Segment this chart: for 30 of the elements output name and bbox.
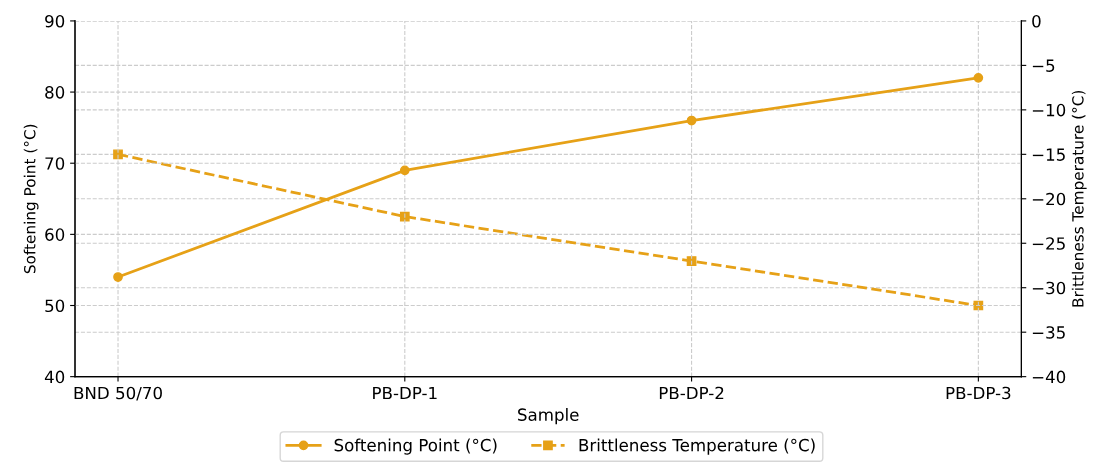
point: [113, 149, 123, 160]
y2-tick-label: −15: [1032, 148, 1065, 161]
point: [399, 211, 410, 222]
y-tick-label: 70: [45, 157, 65, 170]
point: [973, 72, 984, 83]
legend-label: Brittleness Temperature (°C): [579, 438, 815, 455]
y2-tick-label: 0: [1032, 14, 1041, 28]
y2-tick-label: −30: [1032, 281, 1066, 295]
y2-tick-label: −25: [1032, 237, 1065, 250]
y2-tick-label: −5: [1032, 59, 1055, 72]
y2-tick-label: −40: [1032, 370, 1066, 384]
x-tick-label: PB-DP-3: [946, 386, 1011, 400]
x-tick-label: BND 50/70: [74, 386, 162, 401]
y2-tick-label: −10: [1032, 103, 1066, 117]
y-tick-label: 40: [44, 370, 65, 384]
x-tick-label: PB-DP-1: [373, 386, 437, 400]
x-tick-label: PB-DP-2: [659, 386, 724, 400]
x-axis-title: Sample: [518, 408, 579, 425]
point: [686, 115, 697, 126]
point: [113, 272, 123, 282]
y2-tick-label: −35: [1032, 326, 1065, 339]
legend-label: Softening Point (°C): [334, 438, 497, 455]
y-tick-label: 80: [45, 86, 65, 99]
y2-axis-title: Brittleness Temperature (°C): [1071, 90, 1087, 307]
y-tick-label: 60: [45, 228, 65, 241]
y-axis-title: Softening Point (°C): [23, 124, 39, 274]
y-tick-label: 50: [45, 299, 65, 313]
point: [399, 165, 410, 176]
y2-tick-label: −20: [1032, 192, 1066, 206]
y-tick-label: 90: [45, 14, 65, 28]
